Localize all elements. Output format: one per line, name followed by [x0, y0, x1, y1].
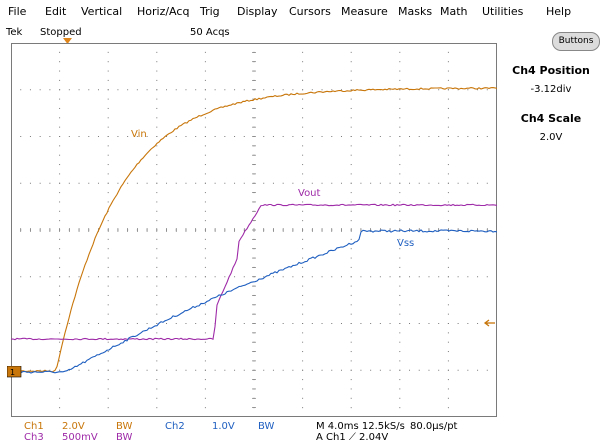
menu-trig[interactable]: Trig — [200, 5, 220, 18]
menu-measure[interactable]: Measure — [341, 5, 388, 18]
ch1-name[interactable]: Ch1 — [24, 421, 44, 432]
ch4-scale-value[interactable]: 2.0V — [539, 132, 563, 143]
brand-label: Tek — [6, 27, 23, 38]
menu-math[interactable]: Math — [440, 5, 468, 18]
acquisition-count: 50 Acqs — [190, 27, 230, 38]
menu-cursors[interactable]: Cursors — [289, 5, 331, 18]
trace-vout — [11, 203, 497, 341]
side-panel: Buttons Ch4 Position -3.12div Ch4 Scale … — [500, 30, 602, 170]
ch3-name[interactable]: Ch3 — [24, 432, 44, 443]
timebase-readout[interactable]: M 4.0ms 12.5kS/s — [316, 421, 405, 432]
menu-file[interactable]: File — [8, 5, 27, 18]
ch1-scale[interactable]: 2.0V — [62, 421, 85, 432]
ground-marker-icon[interactable]: 1 — [7, 366, 23, 378]
ch2-name[interactable]: Ch2 — [165, 421, 185, 432]
ch1-bandwidth: BW — [116, 421, 133, 432]
trace-vss — [11, 229, 497, 374]
menu-edit[interactable]: Edit — [45, 5, 67, 18]
menu-help[interactable]: Help — [546, 5, 572, 18]
trigger-position-icon[interactable] — [63, 38, 73, 46]
ch2-scale[interactable]: 1.0V — [212, 421, 235, 432]
ch4-position-value[interactable]: -3.12div — [530, 84, 572, 95]
menu-bar: File Edit Vertical Horiz/Acq Trig Displa… — [0, 0, 602, 24]
ch4-scale-title: Ch4 Scale — [520, 112, 582, 125]
label-vout: Vout — [298, 188, 321, 199]
label-vss: Vss — [397, 238, 414, 249]
trace-vin — [11, 87, 497, 373]
run-state: Stopped — [40, 27, 82, 38]
ch2-bandwidth: BW — [258, 421, 275, 432]
menu-utilities[interactable]: Utilities — [482, 5, 524, 18]
svg-text:1: 1 — [10, 368, 15, 377]
ch4-position-title: Ch4 Position — [512, 64, 590, 77]
record-resolution: 80.0µs/pt — [410, 421, 458, 432]
reference-arrow-icon[interactable] — [483, 318, 497, 328]
waveform-display[interactable]: Vin Vout Vss — [11, 43, 497, 417]
label-vin: Vin — [131, 129, 147, 140]
menu-vertical[interactable]: Vertical — [81, 5, 123, 18]
buttons-button[interactable]: Buttons — [552, 32, 600, 51]
menu-display[interactable]: Display — [237, 5, 278, 18]
trigger-readout[interactable]: A Ch1 ⟋ 2.04V — [316, 432, 389, 443]
menu-horiz-acq[interactable]: Horiz/Acq — [137, 5, 190, 18]
ch3-scale[interactable]: 500mV — [62, 432, 98, 443]
ch3-bandwidth: BW — [116, 432, 133, 443]
menu-masks[interactable]: Masks — [398, 5, 433, 18]
